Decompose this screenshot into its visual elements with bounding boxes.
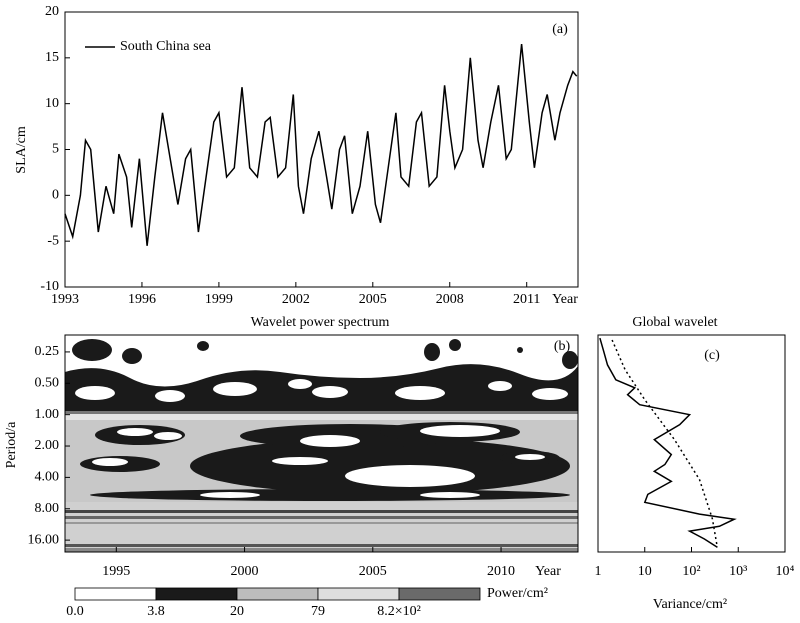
colorbar-tick-label: 79 [311, 604, 325, 619]
band [65, 516, 578, 519]
y-tick-label: 16.00 [28, 532, 60, 547]
x-tick-label: 1 [595, 564, 602, 579]
y-tick-label: 2.00 [35, 438, 60, 453]
x-tick-label: 2005 [359, 292, 387, 307]
blobs [92, 425, 545, 498]
colorbar-segment [236, 587, 319, 601]
band [65, 510, 578, 513]
y-tick-label: 0.50 [35, 376, 60, 391]
y-tick-label: 8.00 [35, 501, 60, 516]
y-tick-label: 15 [45, 50, 59, 65]
x-tick-label: 1999 [205, 292, 233, 307]
x-axis-label: Year [535, 564, 561, 579]
blobs [72, 339, 578, 369]
x-tick-label: 10² [682, 564, 700, 579]
y-tick-label: 5 [52, 142, 59, 157]
band [65, 411, 578, 414]
colorbar-segment [398, 587, 481, 601]
y-tick-label: 20 [45, 4, 59, 19]
colorbar-tick-label: 20 [230, 604, 244, 619]
data-line [599, 337, 737, 548]
y-tick-label: 10 [45, 96, 59, 111]
x-tick-label: 1995 [102, 564, 130, 579]
y-tick-label: 0.25 [35, 344, 60, 359]
panel-label: (a) [552, 22, 568, 37]
panel-title: Global wavelet [632, 315, 717, 330]
plot-frame [64, 334, 579, 553]
x-tick-label: 1996 [128, 292, 156, 307]
y-axis-label: SLA/cm [14, 126, 29, 174]
panel-label: (b) [554, 339, 571, 354]
colorbar-segment [74, 587, 157, 601]
colorbar-tick-label: 0.0 [66, 604, 84, 619]
band [65, 548, 578, 552]
band [65, 522, 578, 524]
wavelet-image [65, 335, 578, 552]
y-tick-label: 4.00 [35, 470, 60, 485]
x-tick-label: 2010 [487, 564, 515, 579]
colorbar-label: Power/cm² [487, 586, 548, 601]
y-axis-label: Period/a [4, 421, 19, 468]
band [65, 544, 578, 547]
colorbar-segment [155, 587, 238, 601]
y-tick-label: 1.00 [35, 407, 60, 422]
x-tick-label: 2008 [436, 292, 464, 307]
x-tick-label: 2000 [231, 564, 259, 579]
x-tick-label: 2005 [359, 564, 387, 579]
colorbar-segment [317, 587, 400, 601]
data-line [64, 44, 578, 246]
panel-label: (c) [704, 348, 720, 363]
x-tick-label: 10⁴ [776, 564, 795, 579]
x-axis-label: Year [552, 292, 578, 307]
x-tick-label: 10³ [729, 564, 747, 579]
band [65, 414, 578, 420]
x-axis-label: Variance/cm² [653, 597, 727, 612]
x-tick-label: 10 [638, 564, 652, 579]
plot-frame [597, 334, 786, 553]
x-tick-label: 1993 [51, 292, 79, 307]
panel-title: Wavelet power spectrum [251, 315, 390, 330]
data-line [611, 339, 719, 548]
x-tick-label: 2011 [513, 292, 540, 307]
y-tick-label: -5 [47, 233, 59, 248]
legend-label: South China sea [120, 39, 212, 54]
x-tick-label: 2002 [282, 292, 310, 307]
blobs [75, 379, 568, 402]
y-tick-label: -10 [40, 279, 59, 294]
y-tick-label: 0 [52, 188, 59, 203]
colorbar-tick-label: 3.8 [147, 604, 165, 619]
colorbar-tick-label: 8.2×10² [377, 604, 421, 619]
